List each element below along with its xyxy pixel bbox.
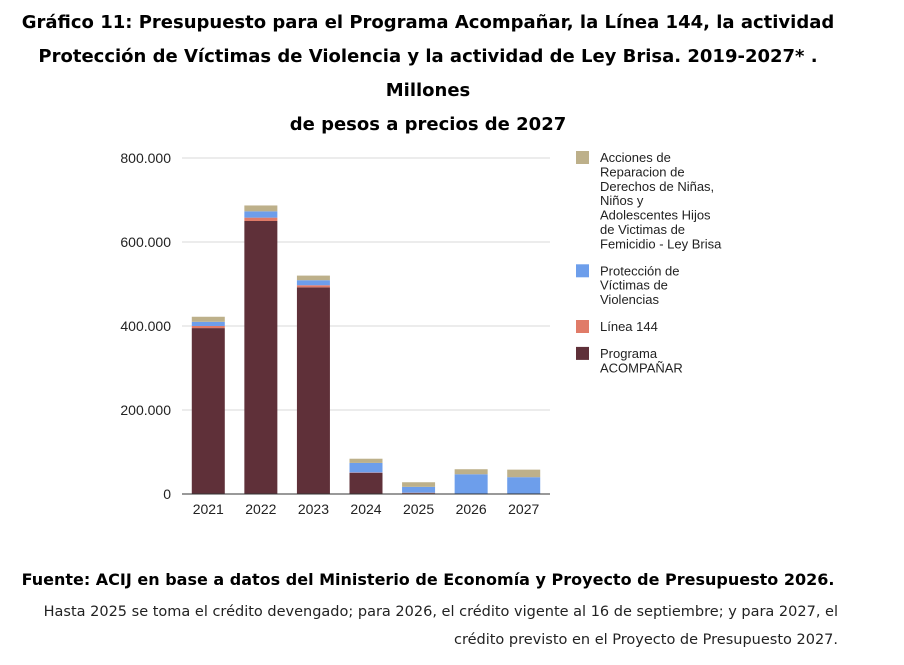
bar-segment: [402, 482, 436, 487]
x-tick-label: 2026: [456, 501, 487, 517]
bar-segment: [191, 316, 225, 322]
bar-segment: [454, 469, 488, 475]
bar-segment: [296, 287, 330, 494]
legend-label: de Victimas de: [600, 222, 685, 237]
legend-label: Reparacion de: [600, 164, 685, 179]
legend-label: ACOMPAÑAR: [600, 360, 683, 375]
bar-segment: [296, 280, 330, 286]
legend-swatch: [576, 320, 589, 333]
legend-swatch: [576, 346, 589, 360]
legend-swatch: [576, 264, 589, 278]
x-tick-label: 2024: [350, 501, 381, 517]
bar-segment: [244, 221, 278, 494]
y-tick-label: 800.000: [120, 150, 171, 166]
bars: [191, 205, 541, 494]
bar-segment: [507, 469, 541, 478]
y-tick-label: 0: [163, 486, 171, 502]
legend-label: Víctimas de: [600, 278, 668, 293]
bar-segment: [402, 486, 436, 493]
x-tick-label: 2023: [298, 501, 329, 517]
x-tick-label: 2021: [193, 501, 224, 517]
chart-title-line-2: Protección de Víctimas de Violencia y la…: [38, 46, 818, 101]
y-tick-label: 400.000: [120, 318, 171, 334]
chart-title: Gráfico 11: Presupuesto para el Programa…: [0, 6, 856, 142]
note-line-1: Hasta 2025 se toma el crédito devengado;…: [43, 604, 838, 620]
y-tick-label: 600.000: [120, 234, 171, 250]
legend-label: Adolescentes Hijos: [600, 208, 711, 223]
bar-segment: [191, 321, 225, 326]
legend-label: Femicidio - Ley Brisa: [600, 236, 722, 251]
bar-segment: [454, 474, 488, 494]
legend-label: Niños y: [600, 193, 644, 208]
bar-segment: [244, 205, 278, 212]
bar-segment: [507, 477, 541, 494]
chart-title-line-1: Gráfico 11: Presupuesto para el Programa…: [21, 12, 835, 33]
x-tick-label: 2022: [245, 501, 276, 517]
legend-label: Acciones de: [600, 150, 671, 165]
legend-label: Protección de: [600, 263, 680, 278]
bar-segment: [296, 275, 330, 281]
bar-segment: [349, 462, 383, 473]
bar-segment: [244, 217, 278, 221]
grid-lines: [182, 157, 550, 411]
bar-segment: [349, 473, 383, 494]
note-line-2: crédito previsto en el Proyecto de Presu…: [453, 632, 838, 648]
legend-swatch: [576, 151, 589, 164]
y-tick-label: 200.000: [120, 402, 171, 418]
x-tick-label: 2025: [403, 501, 434, 517]
stacked-bar-chart: 0 200.000 400.000 600.000 800.000 2021 2022 202…: [120, 150, 722, 517]
legend-label: Línea 144: [600, 319, 658, 334]
legend-label: Violencias: [600, 292, 660, 307]
source-text: Fuente: ACIJ en base a datos del Ministe…: [21, 570, 835, 589]
bar-segment: [191, 326, 225, 329]
note-text: Hasta 2025 se toma el crédito devengado;…: [18, 598, 838, 654]
legend-label: Derechos de Niñas,: [600, 179, 714, 194]
bar-segment: [244, 211, 278, 218]
bar-segment: [191, 328, 225, 494]
legend-label: Programa: [600, 346, 658, 361]
bar-segment: [296, 285, 330, 288]
x-tick-label: 2027: [508, 501, 539, 517]
chart-title-line-3: de pesos a precios de 2027: [289, 114, 567, 135]
bar-segment: [349, 458, 383, 463]
axes: 0 200.000 400.000 600.000 800.000 2021 2022 202…: [120, 150, 550, 517]
